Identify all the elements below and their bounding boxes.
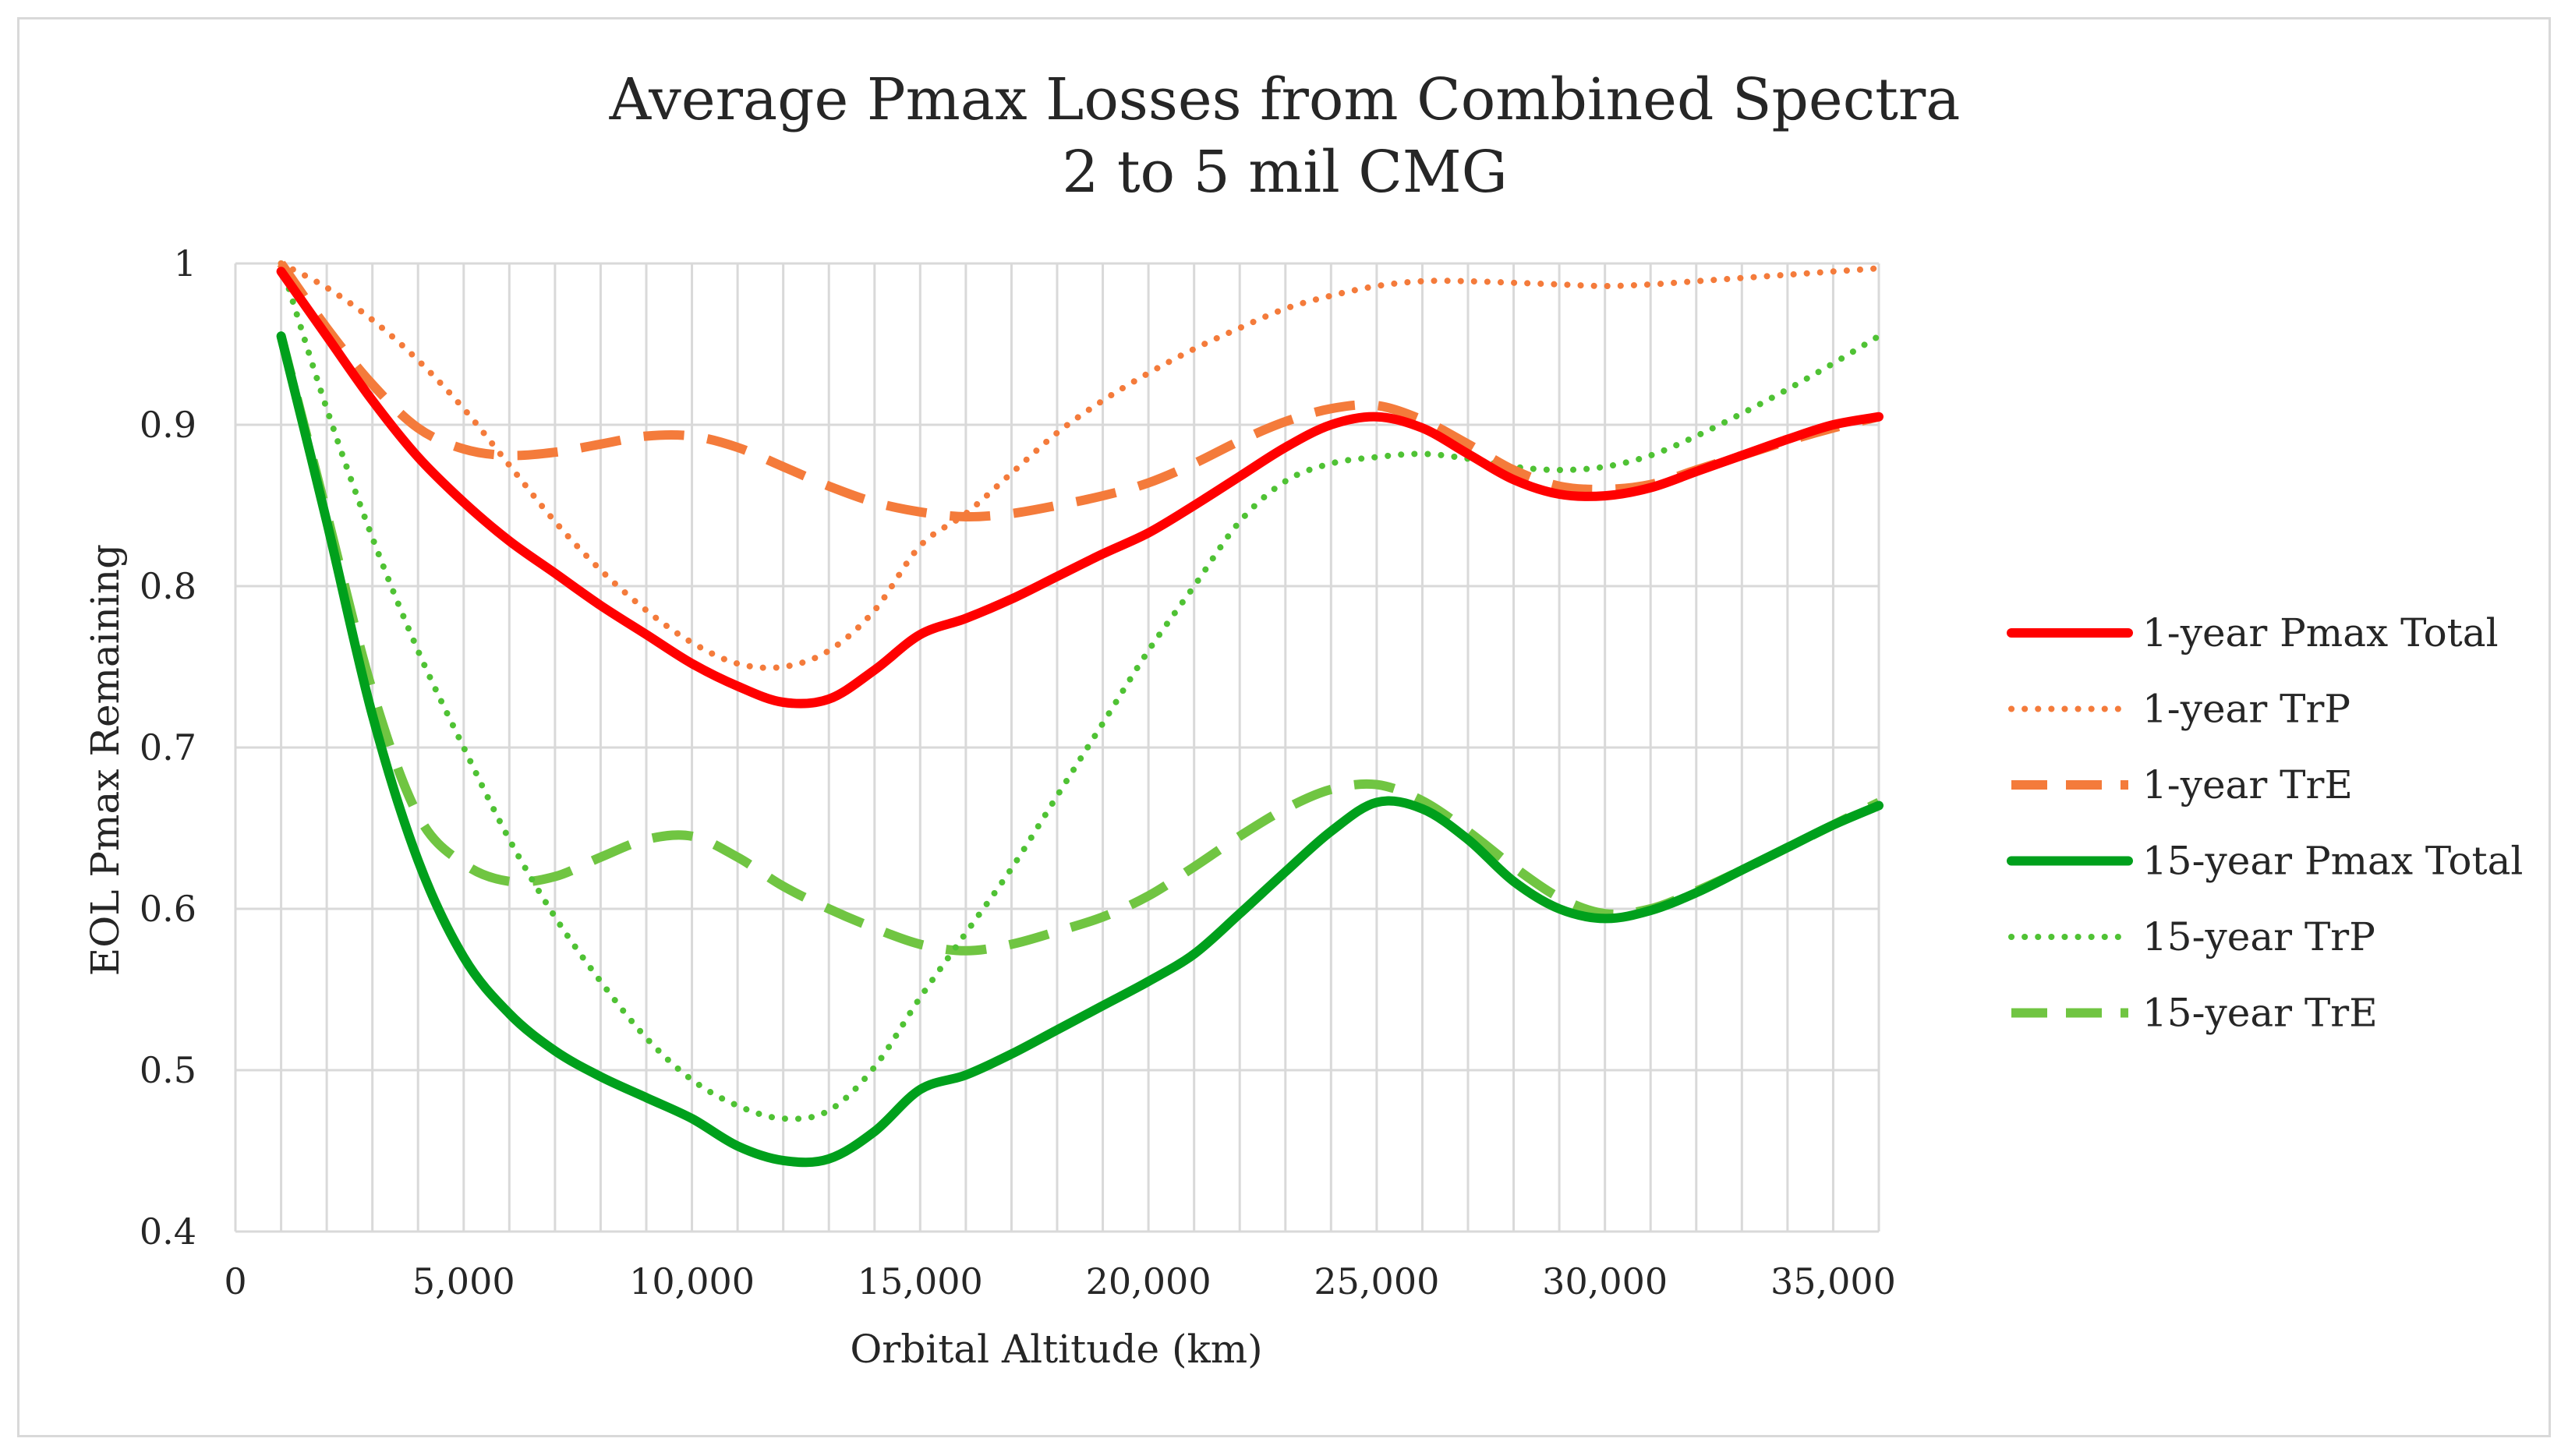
- x-tick-label: 0: [224, 1260, 246, 1302]
- x-tick-label: 30,000: [1542, 1260, 1668, 1302]
- series-line-15-year-tre: [276, 334, 1881, 956]
- chart-title-line-1: Average Pmax Losses from Combined Spectr…: [609, 66, 1961, 133]
- series-line-1-year-trp: [278, 260, 1882, 671]
- legend-label-15-year-trp: 15-year TrP: [2142, 914, 2375, 959]
- y-axis-tick-labels: 0.4 0.5 0.6 0.7 0.8 0.9 1: [140, 242, 196, 1253]
- chart-title: Average Pmax Losses from Combined Spectr…: [609, 66, 1961, 206]
- y-tick-label: 0.4: [140, 1210, 196, 1253]
- x-tick-label: 5,000: [412, 1260, 515, 1302]
- series-line-1-year-tre: [277, 260, 1880, 522]
- x-tick-label: 15,000: [858, 1260, 983, 1302]
- series-line-1-year-pmax-total: [276, 267, 1884, 709]
- series-line-15-year-trp: [278, 260, 1882, 1122]
- x-tick-label: 10,000: [629, 1260, 755, 1302]
- legend: 1-year Pmax Total 1-year TrP 1-year TrE 15-…: [2007, 610, 2523, 1036]
- chart-title-line-2: 2 to 5 mil CMG: [1062, 139, 1508, 206]
- x-tick-label: 35,000: [1770, 1260, 1896, 1302]
- x-tick-label: 20,000: [1086, 1260, 1211, 1302]
- legend-label-1-year-trp: 1-year TrP: [2142, 687, 2350, 732]
- legend-label-1-year-pmax-total: 1-year Pmax Total: [2142, 610, 2499, 656]
- chart-frame: [17, 17, 2551, 1437]
- legend-label-15-year-tre: 15-year TrE: [2142, 991, 2378, 1036]
- x-axis-tick-labels: 0 5,000 10,000 15,000 20,000 25,000 30,000 35,0…: [224, 1260, 1896, 1302]
- y-tick-label: 0.9: [140, 404, 196, 446]
- x-axis-title: Orbital Altitude (km): [850, 1327, 1262, 1372]
- series-line-15-year-pmax-total: [276, 331, 1884, 1168]
- legend-label-15-year-pmax-total: 15-year Pmax Total: [2142, 839, 2523, 884]
- x-tick-label: 25,000: [1314, 1260, 1439, 1302]
- y-tick-label: 0.7: [140, 726, 196, 769]
- legend-label-1-year-tre: 1-year TrE: [2142, 762, 2353, 808]
- y-tick-label: 0.6: [140, 888, 196, 930]
- y-tick-label: 1: [174, 242, 196, 284]
- series-lines: [276, 260, 1884, 1168]
- gridlines: [234, 262, 1880, 1233]
- y-tick-label: 0.5: [140, 1049, 196, 1091]
- y-axis-title: EOL Pmax Remaining: [83, 544, 128, 976]
- y-tick-label: 0.8: [140, 565, 196, 607]
